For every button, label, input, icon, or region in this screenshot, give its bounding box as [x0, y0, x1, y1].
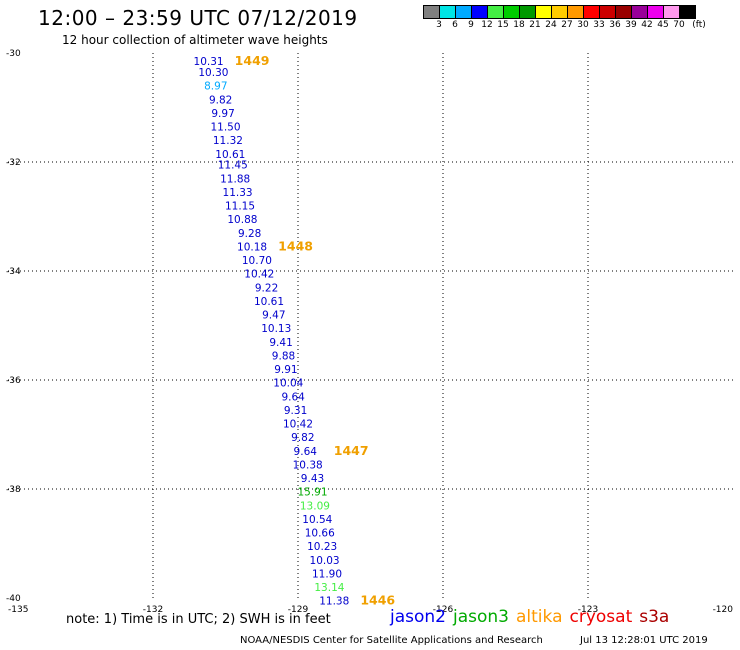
pass-time-label: 1447 [334, 443, 369, 458]
satellite-label: jason3 [453, 607, 509, 627]
wave-height-value: 10.54 [302, 514, 332, 526]
legend-label: 27 [561, 20, 573, 30]
page-subtitle: 12 hour collection of altimeter wave hei… [62, 33, 328, 47]
legend-label: 6 [452, 20, 458, 30]
legend-label: 12 [481, 20, 493, 30]
wave-height-value: 10.42 [283, 419, 313, 431]
wave-height-value: 10.30 [198, 67, 228, 79]
wave-height-value: 13.09 [300, 500, 330, 512]
lat-tick-label: -30 [6, 49, 21, 59]
lat-tick-label: -32 [6, 158, 21, 168]
legend-label: 36 [609, 20, 621, 30]
footer-note: note: 1) Time is in UTC; 2) SWH is in fe… [66, 612, 331, 627]
wave-height-value: 10.61 [215, 149, 245, 161]
wave-height-value: 10.61 [254, 296, 284, 308]
legend-label: 70 [673, 20, 685, 30]
legend-label: 33 [593, 20, 605, 30]
legend-label: 21 [529, 20, 541, 30]
legend-label: 30 [577, 20, 589, 30]
wave-height-value: 9.22 [255, 282, 278, 294]
lon-tick-label: -123 [578, 605, 598, 615]
wave-height-value: 8.97 [204, 81, 227, 93]
wave-height-value: 10.70 [242, 255, 272, 267]
wave-height-value: 9.82 [291, 432, 314, 444]
legend-label: 42 [641, 20, 653, 30]
wave-height-value: 10.66 [305, 528, 335, 540]
legend-swatch [679, 5, 696, 19]
satellite-label: altika [516, 607, 563, 627]
legend-label: 45 [657, 20, 669, 30]
wave-height-value: 9.82 [209, 94, 232, 106]
wave-height-value: 9.28 [238, 228, 261, 240]
wave-height-value: 10.42 [244, 269, 274, 281]
wave-height-value: 10.13 [261, 323, 291, 335]
wave-height-value: 11.33 [223, 187, 253, 199]
wave-height-value: 11.32 [213, 135, 243, 147]
satellite-legend: jason2 jason3 altika cryosat s3a [390, 607, 676, 627]
satellite-label: s3a [639, 607, 670, 627]
legend-label: 24 [545, 20, 557, 30]
color-scale-legend: 3 6 9 12 15 18 21 24 27 30 33 36 39 42 45 70 (ft) [423, 5, 706, 31]
wave-height-value: 11.88 [220, 173, 250, 185]
wave-height-value: 11.15 [225, 201, 255, 213]
wave-height-value: 11.38 [319, 596, 349, 608]
page-title: 12:00 – 23:59 UTC 07/12/2019 [38, 6, 358, 30]
wave-height-value: 10.38 [293, 459, 323, 471]
wave-height-value: 10.88 [227, 214, 257, 226]
wave-height-value: 9.43 [301, 473, 324, 485]
pass-time-label: 1448 [278, 238, 313, 253]
wave-height-value: 9.91 [274, 364, 297, 376]
wave-height-value: 9.47 [262, 310, 285, 322]
satellite-label: jason2 [390, 607, 446, 627]
pass-time-label: 1446 [360, 593, 395, 608]
legend-label: 9 [468, 20, 474, 30]
lat-tick-label: -38 [6, 485, 21, 495]
lat-tick-label: -40 [6, 594, 21, 604]
wave-height-value: 10.23 [307, 541, 337, 553]
legend-label: 18 [513, 20, 525, 30]
lon-tick-label: -120 [713, 605, 734, 615]
wave-height-value: 10.18 [237, 241, 267, 253]
pass-time-label: 1449 [235, 53, 270, 68]
wave-height-value: 10.03 [310, 555, 340, 567]
legend-label: (ft) [692, 20, 706, 30]
map-grid: -30 -32 -34 -36 -38 -40-135 -132 -129 -126 -123 -1… [6, 49, 733, 615]
wave-height-value: 9.64 [294, 446, 318, 458]
wave-height-value: 11.90 [312, 568, 342, 580]
wave-height-value: 13.14 [314, 582, 344, 594]
legend-label: 15 [497, 20, 509, 30]
wave-height-value: 9.41 [269, 337, 292, 349]
wave-height-value: 10.31 [194, 56, 224, 68]
lon-tick-label: -129 [288, 605, 309, 615]
legend-label: 3 [436, 20, 442, 30]
legend-label: 39 [625, 20, 637, 30]
lon-tick-label: -135 [8, 605, 28, 615]
wave-height-value: 10.04 [273, 378, 303, 390]
lon-tick-label: -132 [143, 605, 163, 615]
satellite-label: cryosat [569, 607, 633, 627]
timestamp: Jul 13 12:28:01 UTC 2019 [580, 635, 708, 646]
lat-tick-label: -36 [6, 376, 21, 386]
observation-labels: 10.3110.308.979.829.9711.5011.3210.6111.… [194, 53, 396, 608]
wave-height-value: 11.50 [210, 122, 240, 134]
wave-height-value: 9.88 [272, 350, 295, 362]
wave-height-value: 9.64 [281, 391, 305, 403]
wave-height-value: 9.97 [211, 108, 234, 120]
lon-tick-label: -126 [433, 605, 454, 615]
lat-tick-label: -34 [6, 267, 21, 277]
wave-height-value: 11.45 [218, 160, 248, 172]
legend-labels: 3 6 9 12 15 18 21 24 27 30 33 36 39 42 45 70 (ft) [423, 19, 706, 31]
credit-line: NOAA/NESDIS Center for Satellite Applica… [240, 635, 543, 646]
wave-height-value: 9.31 [284, 405, 307, 417]
legend-swatches [423, 5, 696, 19]
wave-height-value: 15.91 [297, 487, 327, 499]
